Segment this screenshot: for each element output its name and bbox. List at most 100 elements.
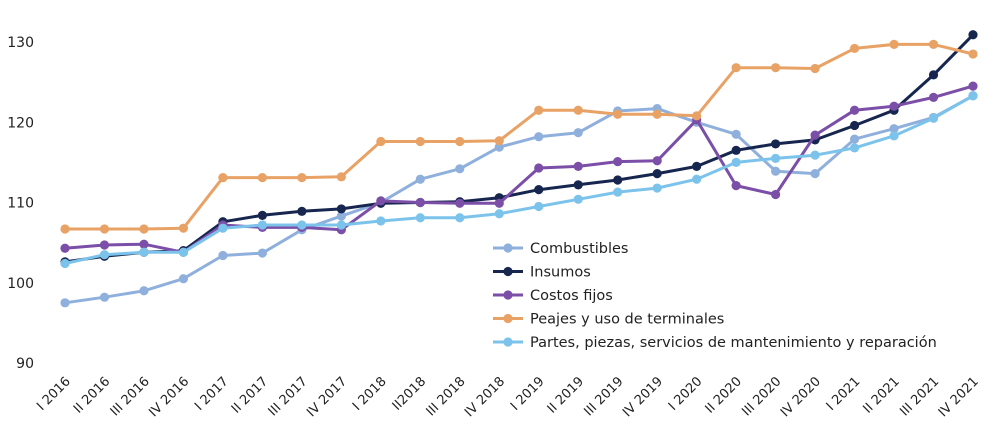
x-tick-label: III 2021 <box>897 374 942 419</box>
data-point <box>60 243 70 253</box>
x-tick-label: II 2019 <box>545 374 587 416</box>
x-tick-label: III 2020 <box>739 374 784 419</box>
y-tick-label: 110 <box>7 196 34 212</box>
data-point <box>771 189 781 200</box>
data-point <box>455 198 465 208</box>
data-point <box>257 173 267 183</box>
data-point <box>968 81 978 91</box>
legend-swatch-marker <box>503 313 513 324</box>
series-group <box>60 30 978 308</box>
x-tick-label: I 2021 <box>824 374 864 414</box>
series-1 <box>60 91 978 308</box>
data-point <box>376 216 386 226</box>
data-point <box>573 161 583 171</box>
data-point <box>652 156 662 166</box>
x-tick-label: IV 2020 <box>778 374 824 420</box>
x-tick-label: III 2016 <box>108 374 153 419</box>
data-point <box>810 63 820 74</box>
series-2 <box>60 30 978 267</box>
x-tick-label: II 2016 <box>71 374 113 416</box>
data-point <box>455 164 465 174</box>
x-tick-label: I 2018 <box>350 374 390 414</box>
series-line <box>64 94 974 265</box>
data-point <box>376 136 386 147</box>
data-point <box>573 180 583 190</box>
data-point <box>731 157 741 167</box>
x-tick-label: I 2016 <box>34 374 74 414</box>
legend-swatch-marker <box>503 290 513 300</box>
data-point <box>336 172 346 182</box>
data-point <box>613 175 623 185</box>
x-tick-label: III 2017 <box>266 374 311 419</box>
legend-item: Partes, piezas, servicios de mantenimien… <box>493 335 937 351</box>
x-tick-label: II 2021 <box>861 374 903 416</box>
x-tick-label: III 2019 <box>581 374 626 419</box>
data-point <box>771 166 781 176</box>
series-5 <box>60 91 978 269</box>
data-point <box>889 101 899 111</box>
legend-swatch-marker <box>503 266 513 277</box>
data-point <box>336 220 346 230</box>
data-point <box>810 130 820 140</box>
data-point <box>534 163 544 173</box>
data-point <box>139 224 149 234</box>
data-point <box>731 181 741 191</box>
data-point <box>99 240 110 250</box>
data-point <box>257 220 267 230</box>
y-axis-ticks: 90 100 110 120 130 <box>7 35 34 372</box>
data-point <box>849 120 860 131</box>
data-point <box>573 194 583 204</box>
data-point <box>771 139 781 149</box>
data-point <box>415 136 425 147</box>
y-tick-label: 90 <box>16 356 34 372</box>
legend-label: Insumos <box>530 265 591 281</box>
data-point <box>928 113 939 123</box>
data-point <box>849 143 860 153</box>
data-point <box>494 142 504 152</box>
y-tick-label: 120 <box>7 115 34 131</box>
data-point <box>494 198 504 208</box>
data-point <box>928 70 939 80</box>
y-tick-label: 130 <box>7 35 34 51</box>
data-point <box>652 109 662 119</box>
data-point <box>613 109 623 119</box>
x-tick-label: IV 2019 <box>620 374 666 420</box>
data-point <box>336 204 346 214</box>
data-point <box>849 105 860 115</box>
series-line <box>65 42 974 231</box>
legend-item: Insumos <box>493 265 591 281</box>
data-point <box>415 197 425 208</box>
data-point <box>731 63 741 73</box>
data-point <box>99 224 110 234</box>
x-tick-label: II 2020 <box>703 374 745 416</box>
data-point <box>534 201 544 212</box>
data-point <box>771 63 781 73</box>
data-point <box>889 39 899 50</box>
data-point <box>336 211 346 221</box>
data-point <box>257 210 267 220</box>
data-point <box>60 224 70 234</box>
y-tick-label: 100 <box>7 276 34 292</box>
data-point <box>297 173 307 183</box>
data-point <box>534 132 544 142</box>
legend-label: Costos fijos <box>530 288 613 304</box>
data-point <box>810 150 820 160</box>
data-point <box>415 174 425 184</box>
data-point <box>889 131 899 141</box>
data-point <box>60 298 70 308</box>
legend-label: Partes, piezas, servicios de mantenimien… <box>530 335 937 351</box>
data-point <box>810 169 820 179</box>
data-point <box>494 209 504 219</box>
x-tick-label: IV 2018 <box>462 374 508 420</box>
x-tick-label: IV 2021 <box>936 374 982 420</box>
data-point <box>928 92 939 102</box>
legend-swatch-marker <box>503 337 513 347</box>
x-tick-label: I 2017 <box>192 374 232 414</box>
data-point <box>99 292 110 302</box>
series-line <box>64 94 974 305</box>
legend: Combustibles Insumos Costos fijos Peajes y … <box>493 241 937 351</box>
data-point <box>613 187 623 197</box>
data-point <box>99 250 110 260</box>
